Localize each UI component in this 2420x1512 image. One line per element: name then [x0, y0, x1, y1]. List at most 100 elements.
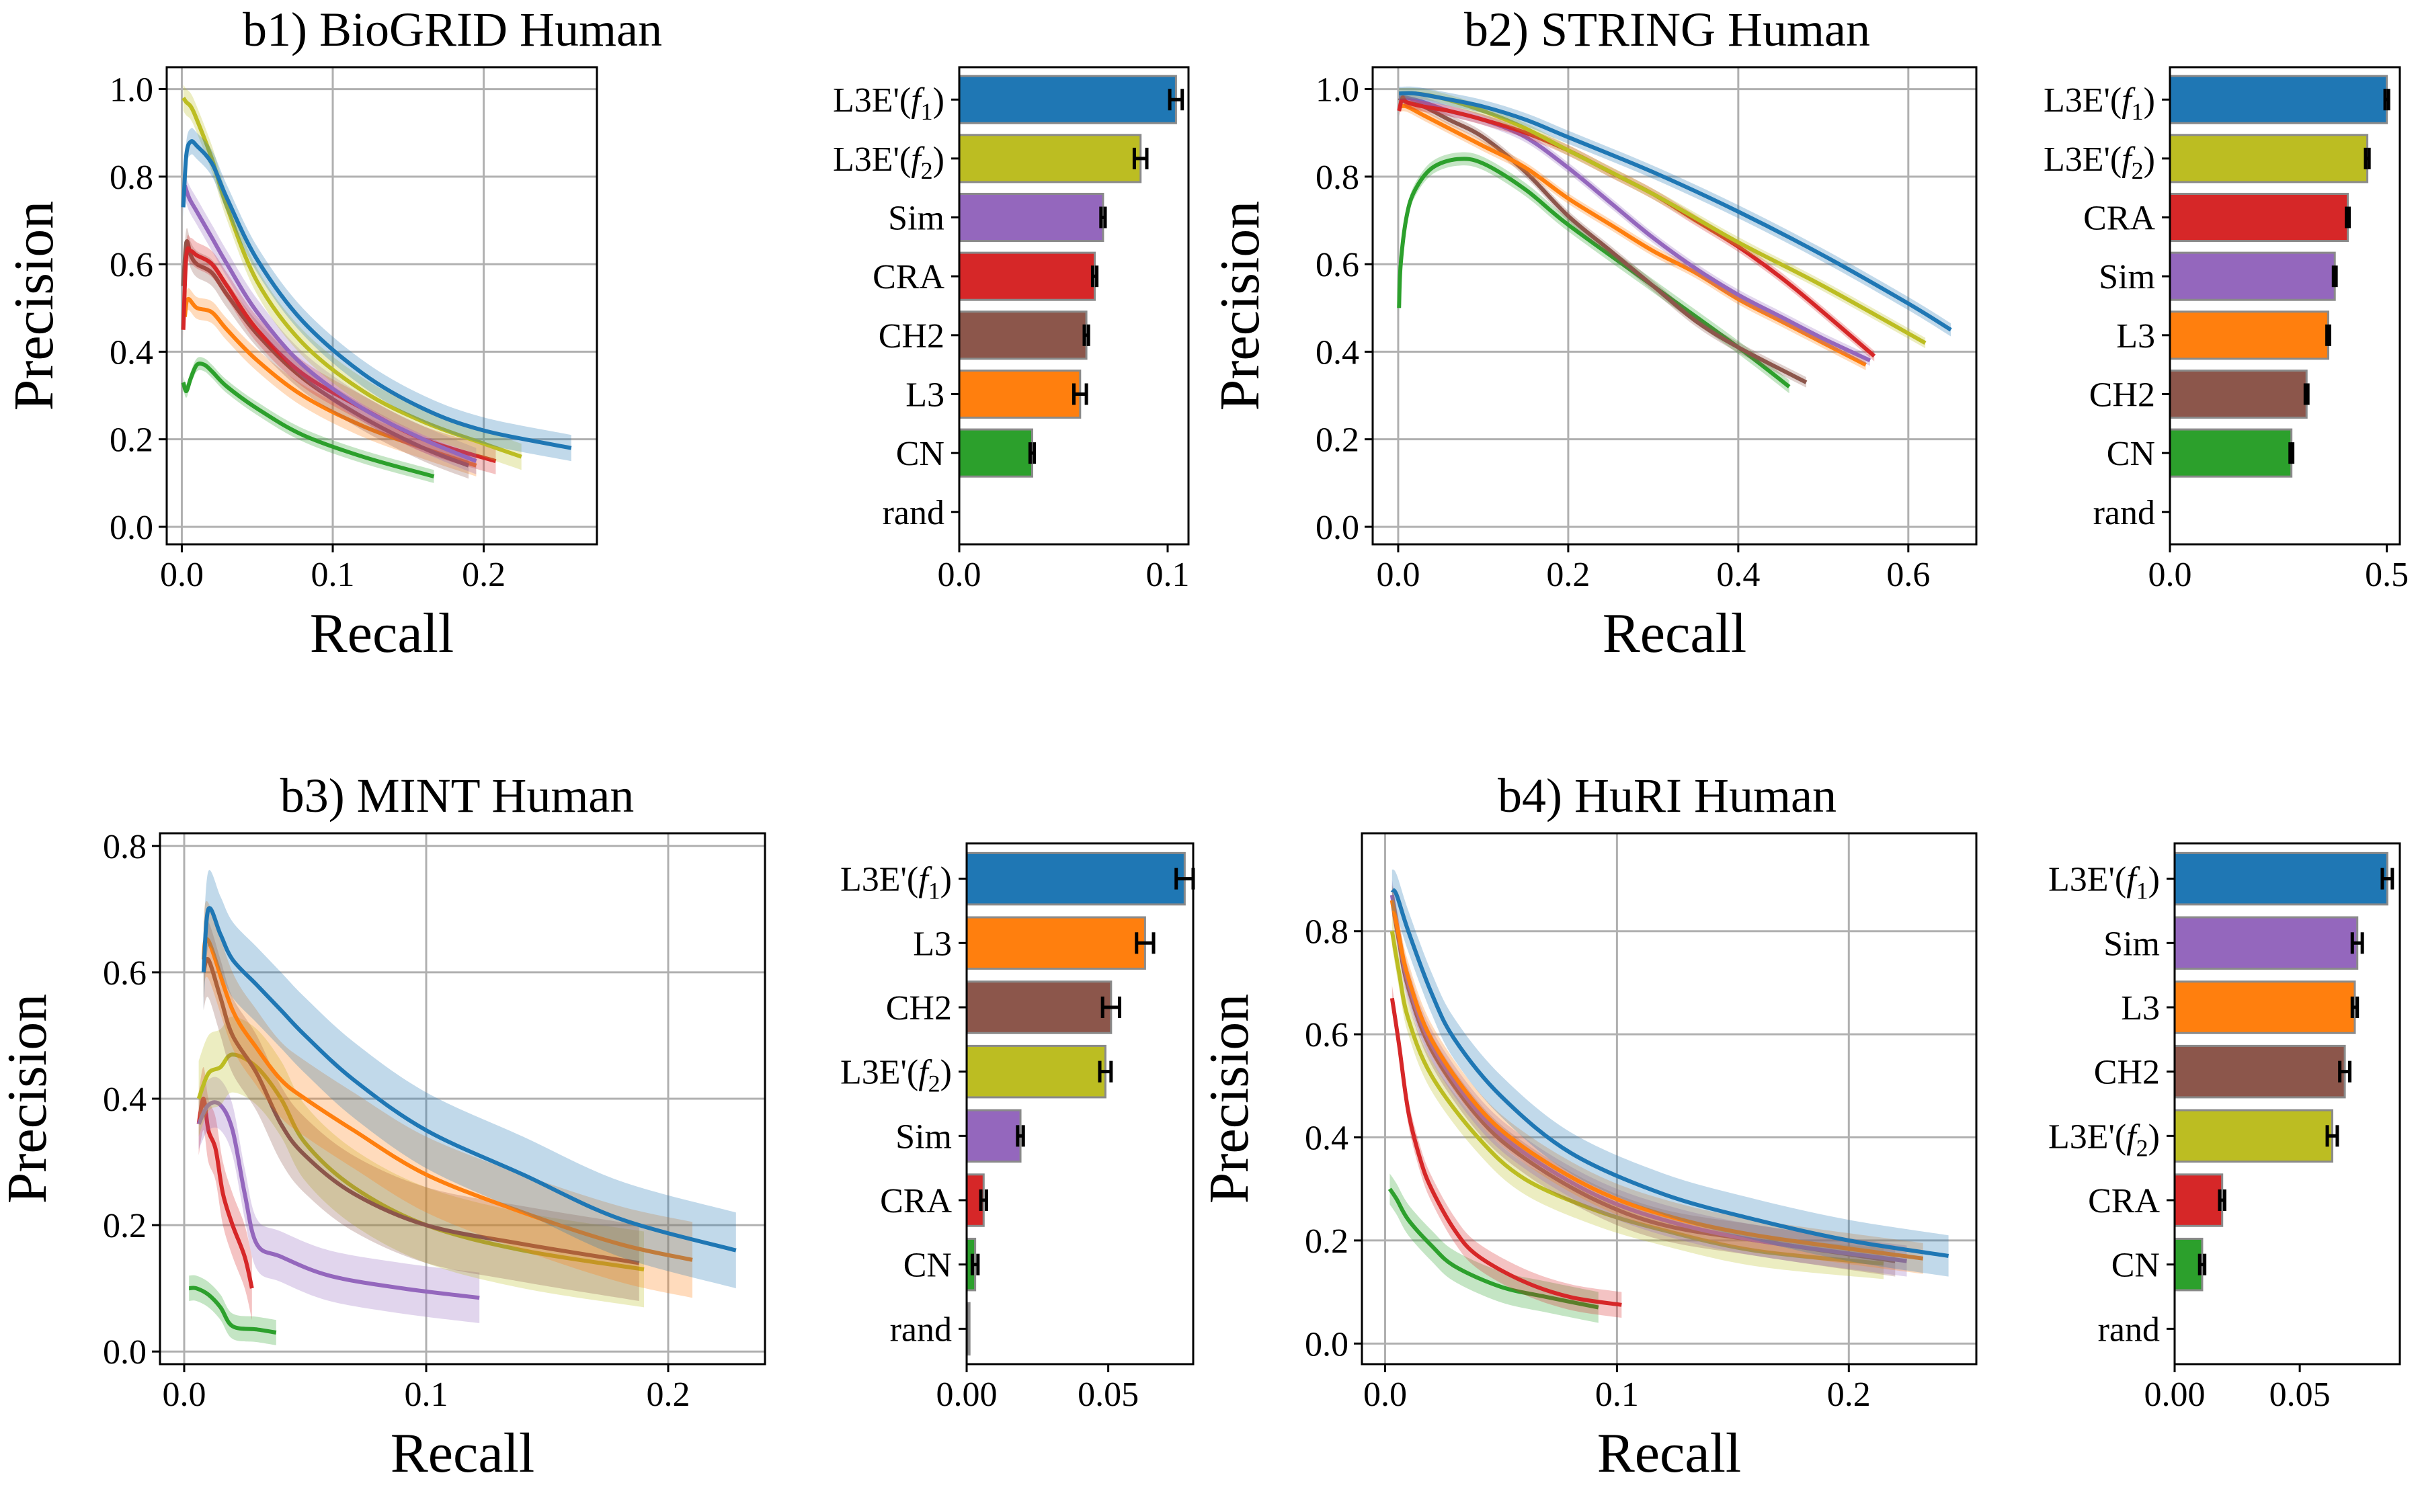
- bar-frame: [965, 842, 1195, 1366]
- bar: [2173, 1109, 2333, 1163]
- x-tick-label: 0.2: [462, 556, 506, 594]
- x-tick-label: 0.05: [1078, 1376, 1139, 1414]
- panel-title: b2) STRING Human: [1464, 3, 1870, 56]
- y-axis-label: Precision: [1209, 201, 1271, 411]
- category-label: rand: [883, 494, 944, 532]
- category-label: CRA: [873, 258, 944, 296]
- precision-recall-plot: 0.0 0.1 0.2 0.0 0.2 0.4 0.6 0.8 Recall Precision: [0, 828, 766, 1484]
- error-bar: [2325, 1125, 2339, 1147]
- x-axis-label: Recall: [310, 602, 454, 665]
- series-l3e-f2-: [196, 1016, 645, 1308]
- panel-b4: b4) HuRI Human 0.0 0.1 0.2 0.0 0.2 0.4 0.6 0.8 R…: [1198, 769, 2401, 1484]
- series-line: [1387, 1187, 1599, 1310]
- confidence-band: [183, 128, 571, 462]
- series-l3e-f1-: [1390, 869, 1949, 1277]
- x-tick-label: 0.1: [311, 556, 355, 594]
- category-label: CN: [2111, 1247, 2160, 1285]
- y-tick-label: 0.8: [1316, 159, 1359, 197]
- bar: [958, 251, 1096, 301]
- category-label: Sim: [2103, 925, 2160, 963]
- series-line: [181, 362, 435, 478]
- bar: [958, 369, 1082, 419]
- x-axis-label: Recall: [391, 1422, 535, 1484]
- series-ch2: [201, 921, 640, 1301]
- series-cn: [188, 1275, 277, 1345]
- panel-title: b4) HuRI Human: [1498, 769, 1837, 823]
- category-label: L3E'(f2): [2044, 140, 2155, 184]
- category-label: CRA: [2088, 1182, 2160, 1220]
- series-line: [1390, 888, 1949, 1258]
- y-tick-label: 0.6: [110, 246, 153, 284]
- x-axis-label: Recall: [1597, 1422, 1742, 1484]
- category-label: Sim: [2099, 258, 2155, 296]
- x-tick-label: 0.6: [1886, 556, 1930, 594]
- series-line: [182, 96, 522, 459]
- series-line: [182, 297, 477, 468]
- error-bar: [2345, 206, 2351, 228]
- confidence-band: [1399, 92, 1806, 388]
- category-label: CH2: [2089, 376, 2155, 414]
- category-label: CRA: [880, 1182, 952, 1220]
- bar: [2173, 851, 2388, 906]
- x-tick-label: 0.0: [160, 556, 204, 594]
- y-tick-label: 0.0: [103, 1333, 147, 1372]
- error-bar: [1072, 383, 1088, 405]
- bar: [2173, 1173, 2224, 1227]
- confidence-band: [1389, 1173, 1599, 1323]
- score-bar-chart: L3E'(f1) Sim L3 CH2 L3E'(f2) CRA CN rand 0.00 0.0…: [2048, 842, 2401, 1414]
- series-l3e-f1-: [1399, 86, 1952, 337]
- y-tick-label: 0.2: [1316, 421, 1359, 460]
- error-bar: [2303, 383, 2310, 405]
- y-tick-label: 0.6: [1305, 1016, 1348, 1054]
- series-line: [196, 1052, 645, 1271]
- y-tick-label: 0.6: [1316, 246, 1359, 284]
- series-line: [201, 937, 693, 1262]
- category-label: L3E'(f1): [840, 861, 952, 905]
- series-line: [196, 1096, 254, 1289]
- y-tick-label: 0.8: [1305, 913, 1348, 952]
- confidence-band: [1399, 92, 1870, 366]
- error-bar: [1132, 147, 1149, 169]
- score-bar-chart: L3E'(f1) L3 CH2 L3E'(f2) Sim CRA CN rand 0.00 0.0…: [840, 842, 1195, 1414]
- y-tick-label: 0.2: [1305, 1222, 1348, 1261]
- category-label: L3E'(f2): [2048, 1118, 2160, 1161]
- bar: [2169, 134, 2369, 183]
- y-tick-label: 0.8: [110, 159, 153, 197]
- x-tick-label: 0.4: [1716, 556, 1760, 594]
- plot-frame: [165, 66, 598, 546]
- series-sim: [1399, 92, 1871, 366]
- series-l3: [1389, 884, 1924, 1274]
- category-label: L3: [905, 376, 944, 414]
- error-bar: [2364, 147, 2371, 169]
- bar: [958, 310, 1088, 360]
- bar: [958, 134, 1142, 183]
- error-bar: [2331, 265, 2338, 288]
- series-line: [1389, 931, 1884, 1266]
- error-bar: [1098, 1060, 1113, 1083]
- error-bar: [970, 1253, 980, 1275]
- category-label: L3: [2116, 317, 2155, 355]
- bar-frame: [2173, 842, 2401, 1366]
- confidence-band: [198, 1077, 480, 1323]
- x-axis-label: Recall: [1603, 602, 1747, 665]
- series-line: [183, 184, 477, 463]
- bar: [965, 1109, 1022, 1163]
- bar: [965, 851, 1186, 906]
- confidence-band: [198, 1016, 645, 1308]
- series-line: [201, 956, 640, 1265]
- category-label: CN: [2107, 435, 2155, 473]
- category-label: L3: [2121, 989, 2160, 1027]
- series-line: [1389, 900, 1924, 1261]
- x-tick-label: 0.0: [1376, 556, 1420, 594]
- category-label: CH2: [2094, 1054, 2160, 1092]
- bar: [2173, 1044, 2346, 1099]
- x-tick-label: 0.2: [1546, 556, 1590, 594]
- bar: [2169, 75, 2388, 124]
- confidence-band: [1392, 985, 1622, 1318]
- confidence-band: [203, 870, 736, 1289]
- y-axis-label: Precision: [1198, 994, 1260, 1204]
- precision-recall-plot: 0.0 0.1 0.2 0.0 0.2 0.4 0.6 0.8 1.0 Recall Precisi…: [3, 66, 598, 665]
- series-line: [201, 906, 737, 1253]
- panel-b1: b1) BioGRID Human 0.0 0.1 0.20.00.20.40.60…: [3, 3, 1190, 665]
